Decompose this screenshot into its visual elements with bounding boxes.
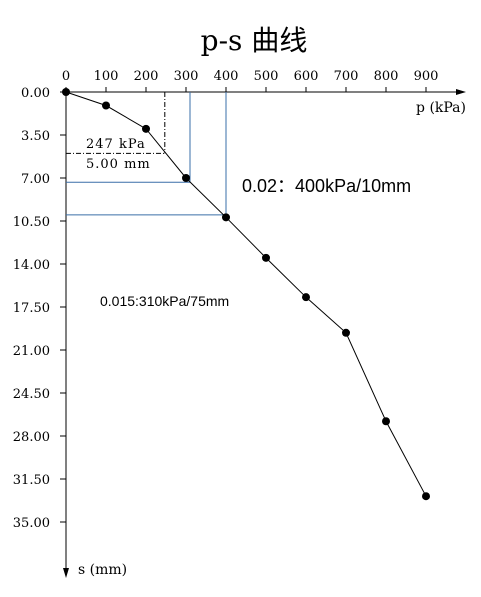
y-axis-label: s (mm) xyxy=(78,562,127,578)
data-point xyxy=(182,174,190,182)
y-tick-label: 0.00 xyxy=(21,86,50,101)
y-tick-label: 21.00 xyxy=(13,344,50,359)
y-tick-label: 35.00 xyxy=(13,516,50,531)
annotations: 247 kPa 5.00 mm 0.02：400kPa/10mm 0.015:310k… xyxy=(86,137,411,309)
x-tick-label: 900 xyxy=(414,69,439,84)
guide-lines xyxy=(66,92,227,216)
y-tick-label: 3.50 xyxy=(21,129,50,144)
annotation-criterion-0015: 0.015:310kPa/75mm xyxy=(100,293,229,309)
y-tick-label: 7.00 xyxy=(21,172,50,187)
y-axis-arrow xyxy=(63,568,69,578)
data-point xyxy=(342,328,350,337)
y-tick-label: 31.50 xyxy=(13,473,50,488)
x-tick-label: 200 xyxy=(134,69,159,84)
annotation-pressure: 247 kPa xyxy=(86,137,146,152)
x-axis-label: p (kPa) xyxy=(416,100,466,116)
y-tick-label: 14.00 xyxy=(13,258,50,273)
data-point xyxy=(262,253,270,262)
annotation-criterion-002: 0.02：400kPa/10mm xyxy=(242,176,411,196)
x-tick-label: 300 xyxy=(174,69,199,84)
data-point xyxy=(142,124,150,133)
x-tick-label: 0 xyxy=(62,69,70,84)
x-tick-label: 700 xyxy=(334,69,359,84)
x-axis-arrow xyxy=(456,89,466,95)
data-point xyxy=(222,213,230,222)
data-point xyxy=(422,492,430,501)
annotation-settlement: 5.00 mm xyxy=(86,157,151,172)
series-line xyxy=(62,88,430,501)
series-polyline xyxy=(65,91,427,497)
x-tick-label: 800 xyxy=(374,69,399,84)
y-tick-label: 10.50 xyxy=(13,215,50,230)
axes: 0 100 200 300 400 500 600 700 800 900 0.00 3.50 7.00… xyxy=(13,69,466,578)
data-point xyxy=(102,101,110,110)
y-tick-label: 24.50 xyxy=(13,387,50,402)
y-tick-label: 28.00 xyxy=(13,430,50,445)
data-point xyxy=(62,88,70,96)
x-tick-label: 600 xyxy=(294,69,319,84)
data-point xyxy=(302,293,310,302)
chart-title: p-s 曲线 xyxy=(201,24,308,57)
x-tick-label: 400 xyxy=(214,69,239,84)
data-point xyxy=(382,417,390,426)
x-tick-label: 100 xyxy=(94,69,119,84)
y-tick-label: 17.50 xyxy=(13,301,50,316)
x-tick-label: 500 xyxy=(254,69,279,84)
